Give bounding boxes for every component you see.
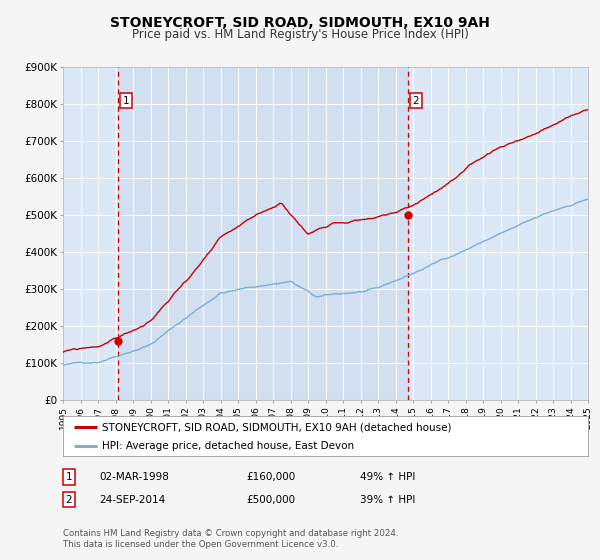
Text: £500,000: £500,000 (246, 494, 295, 505)
Text: This data is licensed under the Open Government Licence v3.0.: This data is licensed under the Open Gov… (63, 540, 338, 549)
Text: 2: 2 (413, 96, 419, 105)
Text: Price paid vs. HM Land Registry's House Price Index (HPI): Price paid vs. HM Land Registry's House … (131, 28, 469, 41)
Text: HPI: Average price, detached house, East Devon: HPI: Average price, detached house, East… (103, 441, 355, 451)
Text: 24-SEP-2014: 24-SEP-2014 (99, 494, 165, 505)
Text: 2: 2 (65, 494, 73, 505)
Bar (118, 67, 408, 400)
Text: 49% ↑ HPI: 49% ↑ HPI (360, 472, 415, 482)
Text: £160,000: £160,000 (246, 472, 295, 482)
Text: STONEYCROFT, SID ROAD, SIDMOUTH, EX10 9AH: STONEYCROFT, SID ROAD, SIDMOUTH, EX10 9A… (110, 16, 490, 30)
Text: 02-MAR-1998: 02-MAR-1998 (99, 472, 169, 482)
Text: STONEYCROFT, SID ROAD, SIDMOUTH, EX10 9AH (detached house): STONEYCROFT, SID ROAD, SIDMOUTH, EX10 9A… (103, 422, 452, 432)
Text: 1: 1 (123, 96, 130, 105)
Text: Contains HM Land Registry data © Crown copyright and database right 2024.: Contains HM Land Registry data © Crown c… (63, 529, 398, 538)
Text: 1: 1 (65, 472, 73, 482)
Text: 39% ↑ HPI: 39% ↑ HPI (360, 494, 415, 505)
